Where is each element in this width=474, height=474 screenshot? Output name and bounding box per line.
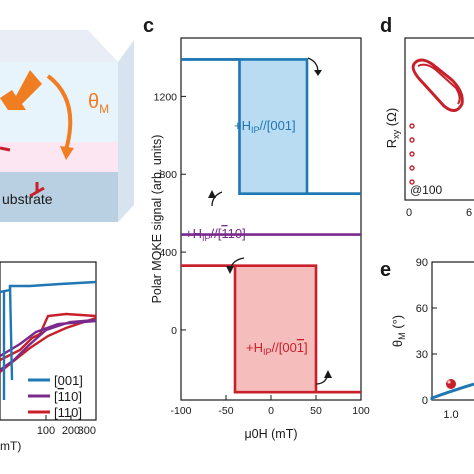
x-tick-label: 50 xyxy=(310,405,322,417)
loop-branch-2-1 xyxy=(181,264,361,394)
x-tick-label: 100 xyxy=(352,405,370,417)
panel-d: d Rxy (Ω) @100 0 6 xyxy=(380,15,474,219)
substrate-top-face xyxy=(0,30,118,62)
panel-e: e 90 60 30 0 θM (°) 1.0 xyxy=(380,257,474,421)
x-tick-label: -50 xyxy=(218,405,233,417)
panel-e-letter: e xyxy=(380,259,391,281)
panel-d-marker xyxy=(409,123,415,129)
tilt-mark-icon xyxy=(0,146,11,152)
panel-c-x-ticks: -100 -50 0 50 100 xyxy=(170,395,370,417)
panel-d-scatter-markers xyxy=(409,123,415,185)
panel-b-legend: [001] [110] [110] xyxy=(28,373,83,420)
series-label-001: +HIP//[001] xyxy=(234,118,296,135)
panel-e-frame xyxy=(431,261,474,401)
panel-b-x-tick-label: 200 xyxy=(62,425,80,437)
sweep-arrows xyxy=(208,57,332,385)
panel-e-y-ticks: 90 60 30 0 xyxy=(416,257,437,407)
panel-d-marker xyxy=(409,137,415,143)
panel-d-red-loop xyxy=(411,58,464,112)
panel-c: c 0 400 800 1200 -100 -50 0 50 100 Polar MOKE s… xyxy=(143,15,370,441)
substrate-label: ubstrate xyxy=(2,191,53,207)
pink-layer xyxy=(0,142,118,172)
panel-b-red-curve xyxy=(0,316,97,373)
panel-c-letter: c xyxy=(143,15,154,37)
panel-d-frame xyxy=(404,37,474,201)
x-tick-label: -100 xyxy=(170,405,191,417)
legend-label-110: [110] xyxy=(54,405,82,420)
panel-e-red-point xyxy=(446,379,456,389)
sweep-arrow-red-bottom-head-icon xyxy=(324,370,332,378)
legend-label-001: [001] xyxy=(54,373,83,388)
theta-arc-arrowhead-icon xyxy=(60,146,74,160)
panel-c-ylabel: Polar MOKE signal (arb. units) xyxy=(150,135,164,304)
panel-e-y-tick-label: 60 xyxy=(416,303,428,315)
panel-b-frame xyxy=(0,261,97,421)
panel-d-annotation: @100 xyxy=(410,183,443,197)
panel-e-ylabel: θM (°) xyxy=(390,315,407,347)
sweep-arrow-blue-top-icon xyxy=(307,57,319,73)
panel-b-xlabel-fragment: mT) xyxy=(0,439,21,453)
theta-m-label: θM xyxy=(88,91,109,116)
panel-d-marker xyxy=(409,179,415,185)
sweep-arrow-blue-bottom-head-icon xyxy=(208,190,216,198)
panel-e-xtick-0: 1.0 xyxy=(443,409,458,421)
x-tick-label: 0 xyxy=(268,405,274,417)
sweep-arrow-red-top-head-icon xyxy=(226,266,234,274)
loop-branch-0-1 xyxy=(181,58,361,195)
panel-d-xtick-1: 6 xyxy=(466,207,472,219)
panel-c-y-ticks: 0 400 800 1200 xyxy=(154,91,186,337)
y-tick-label: 800 xyxy=(159,169,177,181)
panel-d-red-loop-inner xyxy=(417,63,461,105)
panel-c-xlabel: μ0H (mT) xyxy=(244,427,297,441)
substrate-front-face xyxy=(0,172,118,222)
panel-d-marker xyxy=(409,151,415,157)
series-label-bar110: +HIP//[110] xyxy=(185,226,246,243)
panel-d-ylabel: Rxy (Ω) xyxy=(384,108,401,148)
series-label-001bar: +HIP//[001] xyxy=(246,340,308,357)
sweep-arrow-blue-top-head-icon xyxy=(314,70,322,76)
panel-c-plot-area xyxy=(181,58,361,394)
panel-e-blue-curve xyxy=(430,382,474,400)
panel-e-y-tick-label: 90 xyxy=(416,257,428,269)
legend-label-bar110: [110] xyxy=(54,389,82,404)
panel-d-letter: d xyxy=(380,15,392,37)
panel-b-purple-curve-lower xyxy=(0,319,97,358)
panel-b-x-tick-label: 100 xyxy=(37,425,55,437)
magnetization-arrow-icon xyxy=(0,70,42,110)
panel-e-red-point-highlight xyxy=(447,380,451,384)
panel-b-x-tick-label: 300 xyxy=(78,425,96,437)
panel-a: θM ubstrate xyxy=(0,30,134,222)
y-tick-label: 1200 xyxy=(154,91,178,103)
y-tick-label: 0 xyxy=(171,325,177,337)
panel-d-xtick-0: 0 xyxy=(406,207,412,219)
panel-b-blue-curve xyxy=(0,280,97,294)
substrate-side-face xyxy=(118,40,134,222)
panel-b-blue-curve-rise xyxy=(8,285,14,381)
loop-fill-0 xyxy=(239,59,307,194)
loop-fill-2 xyxy=(235,265,316,393)
dislocation-mark-icon xyxy=(29,182,45,198)
panel-e-y-tick-label: 0 xyxy=(422,395,428,407)
panel-e-y-tick-label: 30 xyxy=(416,349,428,361)
theta-arc-icon xyxy=(46,74,73,151)
panel-d-marker xyxy=(409,165,415,171)
y-tick-label: 400 xyxy=(159,247,177,259)
